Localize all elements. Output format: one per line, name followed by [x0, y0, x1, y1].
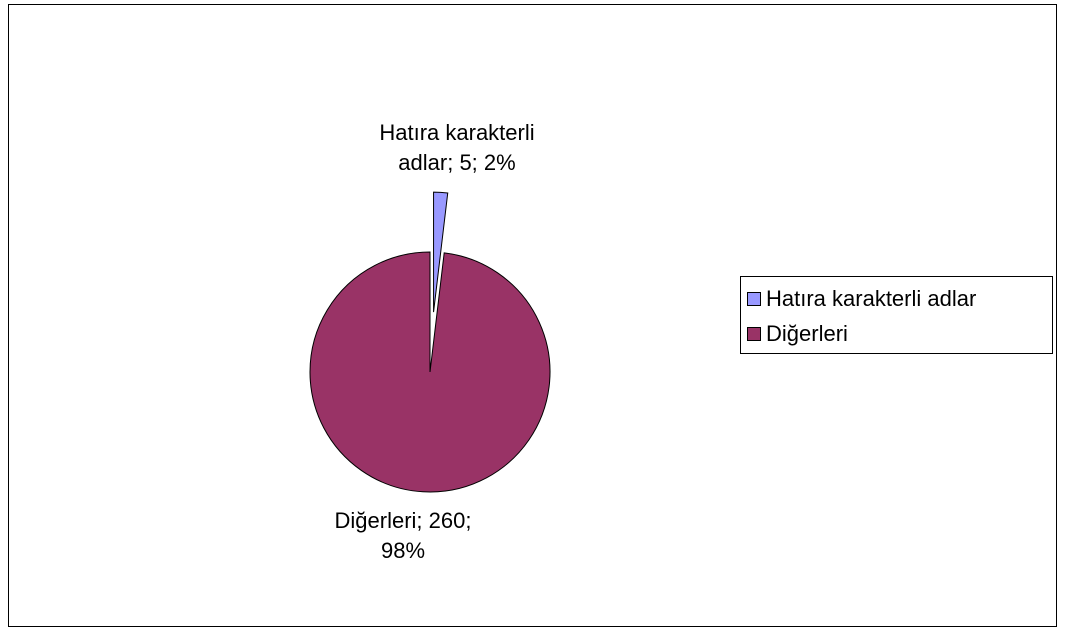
pie-slice — [433, 191, 449, 313]
legend-label: Hatıra karakterli adlar — [766, 285, 977, 311]
legend-swatch — [747, 326, 761, 341]
data-label: Diğerleri; 260; 98% — [334, 508, 472, 563]
data-label: Hatıra karakterli adlar; 5; 2% — [379, 120, 535, 175]
pie-slice — [309, 251, 551, 493]
legend-label: Diğerleri — [766, 320, 848, 346]
chart-frame — [8, 4, 1057, 627]
legend: Hatıra karakterli adlar Diğerleri — [740, 276, 1053, 354]
legend-entry: Diğerleri — [741, 316, 1052, 351]
legend-entry: Hatıra karakterli adlar — [741, 281, 1052, 316]
legend-swatch — [747, 291, 761, 306]
